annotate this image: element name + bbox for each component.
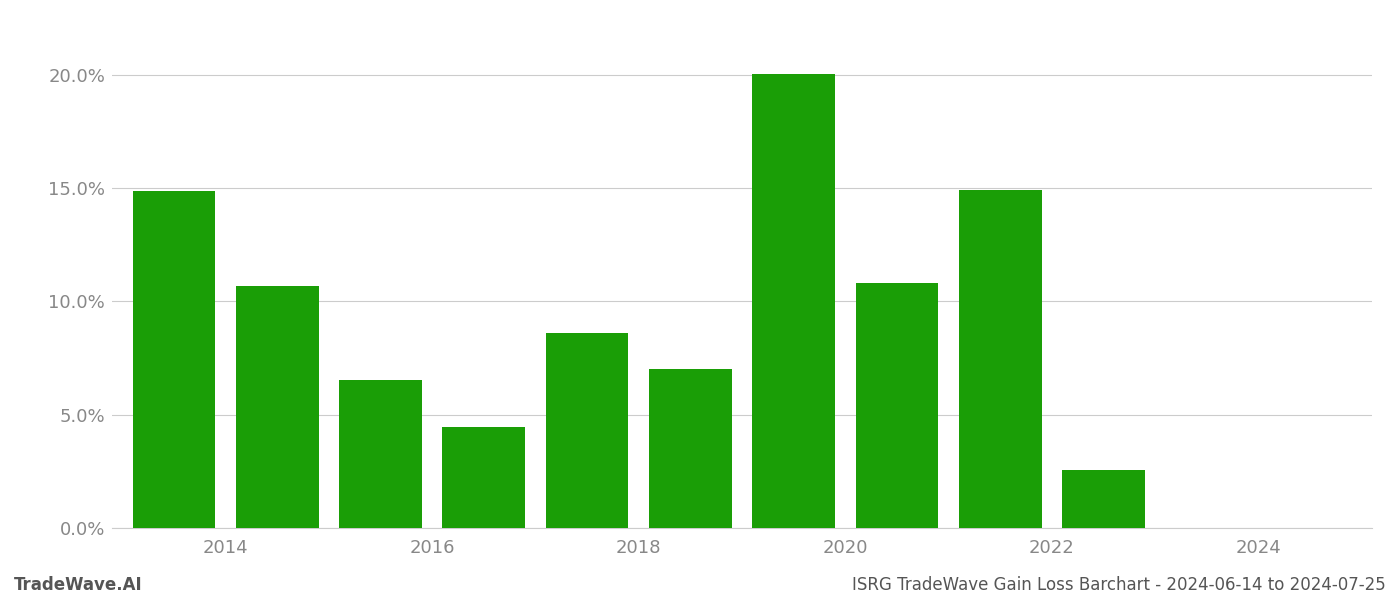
Bar xyxy=(1063,470,1145,528)
Bar xyxy=(855,283,938,528)
Bar xyxy=(442,427,525,528)
Text: ISRG TradeWave Gain Loss Barchart - 2024-06-14 to 2024-07-25: ISRG TradeWave Gain Loss Barchart - 2024… xyxy=(853,576,1386,594)
Bar xyxy=(752,74,834,528)
Bar xyxy=(650,369,732,528)
Bar xyxy=(959,190,1042,528)
Bar xyxy=(133,191,216,528)
Text: TradeWave.AI: TradeWave.AI xyxy=(14,576,143,594)
Bar xyxy=(546,332,629,528)
Bar xyxy=(237,286,319,528)
Bar xyxy=(339,380,421,528)
